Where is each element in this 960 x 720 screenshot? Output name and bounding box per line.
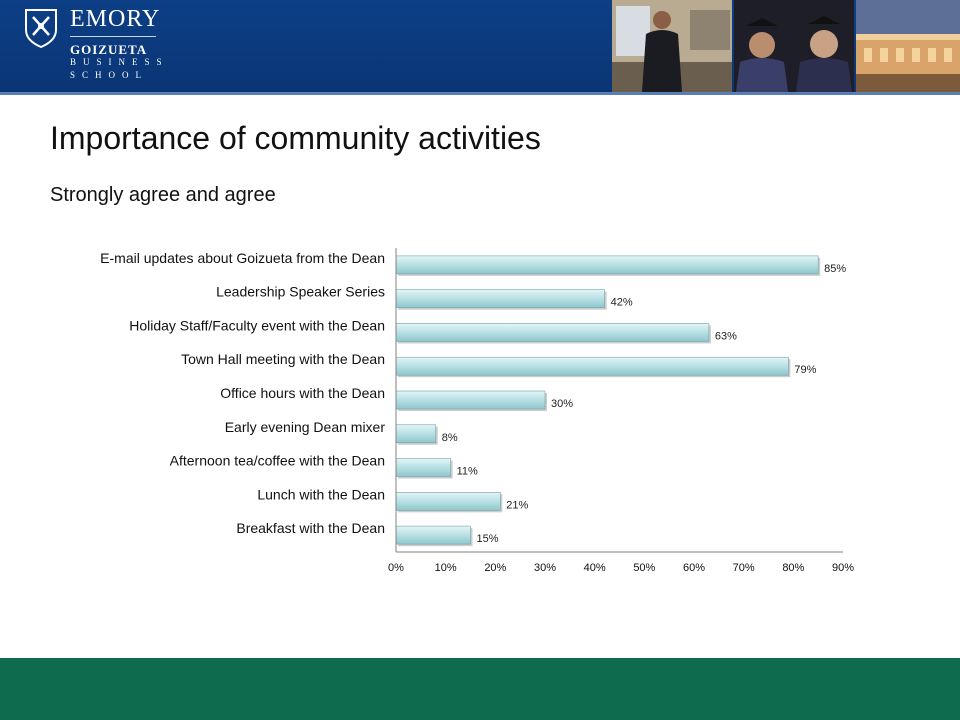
bar: [395, 492, 501, 511]
category-label: Leadership Speaker Series: [216, 284, 385, 300]
presenter-photo: [612, 0, 732, 92]
bar: [395, 323, 710, 342]
header-divider-line: [0, 92, 960, 95]
emory-shield-icon: [25, 9, 57, 48]
logo-goizueta-text: GOIZUETA: [70, 42, 148, 57]
category-label: E-mail updates about Goizueta from the D…: [100, 250, 385, 266]
logo-emory-text: EMORY: [70, 6, 161, 32]
bar: [395, 356, 789, 376]
data-label: 11%: [457, 466, 478, 478]
data-label: 30%: [551, 398, 573, 410]
building-photo: [856, 0, 960, 92]
bar: [395, 390, 546, 410]
category-label: Town Hall meeting with the Dean: [181, 351, 385, 367]
bar: [395, 255, 819, 275]
category-label: Office hours with the Dean: [220, 385, 385, 401]
bar-chart: E-mail updates about Goizueta from the D…: [100, 248, 854, 574]
header-photo-strip: [612, 0, 960, 92]
data-label: 15%: [477, 533, 499, 545]
category-label: Holiday Staff/Faculty event with the Dea…: [129, 317, 385, 333]
x-tick-label: 80%: [782, 562, 804, 574]
bar: [395, 289, 605, 308]
data-label: 42%: [611, 297, 633, 309]
x-tick-label: 90%: [832, 562, 854, 574]
bar: [395, 525, 471, 545]
x-tick-label: 0%: [388, 562, 404, 574]
slide-title: Importance of community activities: [50, 120, 541, 156]
category-label: Afternoon tea/coffee with the Dean: [170, 453, 385, 469]
logo-divider: [70, 36, 156, 37]
data-label: 8%: [442, 432, 458, 444]
category-label: Lunch with the Dean: [257, 486, 385, 502]
category-label: Early evening Dean mixer: [225, 419, 386, 435]
x-tick-label: 50%: [633, 562, 655, 574]
logo-school-text: SCHOOL: [70, 70, 149, 80]
slide-subtitle: Strongly agree and agree: [50, 184, 276, 206]
footer-band: [0, 658, 960, 720]
bar: [395, 458, 451, 477]
x-tick-label: 10%: [435, 562, 457, 574]
data-label: 63%: [715, 330, 737, 342]
header-banner: EMORY GOIZUETA BUSINESS SCHOOL: [0, 0, 960, 95]
bar: [395, 424, 437, 444]
logo-business-text: BUSINESS: [70, 57, 169, 67]
x-tick-label: 30%: [534, 562, 556, 574]
x-tick-label: 60%: [683, 562, 705, 574]
category-label: Breakfast with the Dean: [236, 520, 385, 536]
data-label: 85%: [824, 263, 846, 275]
x-tick-label: 20%: [484, 562, 506, 574]
data-label: 79%: [794, 364, 816, 376]
x-tick-label: 70%: [733, 562, 755, 574]
data-label: 21%: [506, 499, 528, 511]
x-tick-label: 40%: [584, 562, 606, 574]
graduates-photo: [734, 0, 854, 92]
